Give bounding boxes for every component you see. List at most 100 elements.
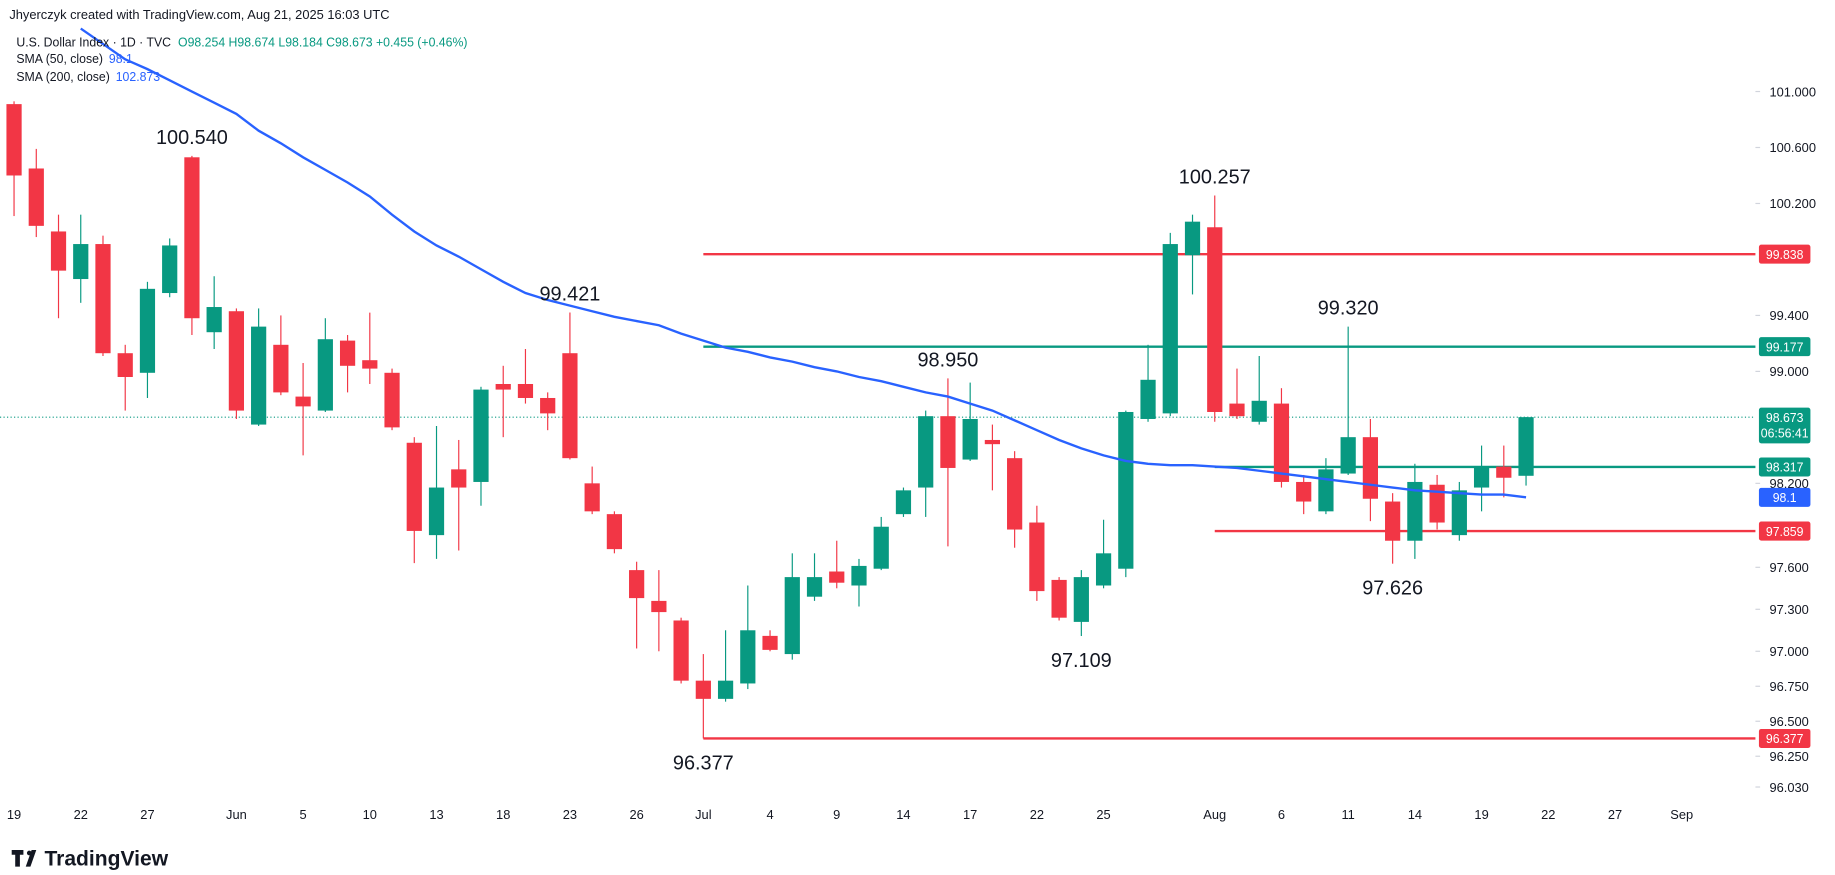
- x-tick-label: 22: [74, 807, 88, 822]
- candle-body: [28, 168, 44, 226]
- annotation: 98.950: [918, 349, 979, 371]
- candle-body: [517, 383, 534, 398]
- level-label-box: [1758, 457, 1811, 477]
- logo: TradingView: [11, 847, 169, 871]
- candle-body: [1318, 469, 1334, 512]
- x-tick-label: 14: [1408, 807, 1422, 822]
- y-tick-label: 101.000: [1769, 84, 1816, 99]
- candle-body: [162, 245, 178, 294]
- candle-body: [784, 577, 800, 655]
- candle-body: [584, 483, 600, 512]
- candle-body: [1273, 403, 1290, 482]
- x-tick-label: 22: [1541, 807, 1555, 822]
- candle-body: [1229, 403, 1245, 417]
- legend-name: SMA (200, close): [16, 70, 109, 84]
- x-tick-label: 26: [629, 807, 643, 822]
- candle-body: [317, 339, 333, 411]
- annotation: 100.540: [156, 127, 228, 149]
- ohlc: O98.254 H98.674 L98.184 C98.673 +0.455 (…: [178, 35, 467, 49]
- candle-body: [1473, 466, 1490, 488]
- candle-body: [95, 244, 111, 354]
- candle-body: [629, 570, 645, 599]
- candle-body: [740, 630, 756, 684]
- candle-body: [1251, 400, 1267, 422]
- legend-name: SMA (50, close): [16, 52, 103, 66]
- x-tick-label: 22: [1030, 807, 1044, 822]
- x-tick-label: 27: [140, 807, 154, 822]
- y-tick-label: 96.750: [1769, 679, 1808, 694]
- last-price-label-countdown: 06:56:41: [1761, 426, 1809, 440]
- annotation: 99.421: [540, 283, 601, 305]
- level-label: 98.317: [1766, 461, 1804, 475]
- level-label-box: [1758, 521, 1811, 541]
- candle-body: [1340, 437, 1356, 474]
- y-tick-label: 96.250: [1769, 749, 1808, 764]
- annotation: 96.377: [673, 752, 734, 774]
- candle-body: [139, 288, 156, 373]
- last-price-label: 98.673: [1766, 411, 1804, 425]
- candle-body: [50, 231, 67, 271]
- x-tick-label: 19: [7, 807, 21, 822]
- candle-body: [984, 439, 1001, 445]
- candle-body: [562, 353, 578, 459]
- level-label: 97.859: [1766, 525, 1804, 539]
- candle-body: [1184, 221, 1201, 256]
- annotation: 97.626: [1362, 577, 1423, 599]
- candle-body: [717, 680, 734, 699]
- level-label: 99.177: [1766, 340, 1804, 354]
- candle-body: [1385, 501, 1401, 541]
- candle-body: [117, 353, 133, 377]
- level-label-box: [1758, 244, 1811, 264]
- candle-body: [428, 487, 445, 536]
- candle-body: [73, 244, 89, 280]
- x-tick-label: 23: [563, 807, 577, 822]
- annotation: 100.257: [1179, 166, 1251, 188]
- x-tick-label: 25: [1096, 807, 1110, 822]
- candle-body: [206, 307, 222, 333]
- x-tick-label: 9: [833, 807, 840, 822]
- sma-label: 98.1: [1773, 491, 1797, 505]
- x-tick-label: 4: [766, 807, 773, 822]
- candle-body: [1362, 437, 1379, 499]
- level-label-box: [1758, 337, 1811, 357]
- y-tick-label: 97.000: [1769, 644, 1808, 659]
- candle-body: [295, 396, 311, 407]
- x-tick-label: Jun: [226, 807, 247, 822]
- candle-body: [1407, 481, 1423, 541]
- symbol: U.S. Dollar Index · 1D · TVC: [16, 35, 171, 49]
- x-tick-label: Jul: [695, 807, 712, 822]
- x-tick-label: 14: [896, 807, 910, 822]
- legend-value: 98.1: [109, 52, 133, 66]
- candle-body: [1140, 379, 1156, 419]
- candle-body: [540, 397, 556, 414]
- candle-body: [1518, 417, 1534, 476]
- y-tick-label: 96.500: [1769, 714, 1808, 729]
- x-tick-label: 6: [1278, 807, 1285, 822]
- level-label-box: [1758, 728, 1811, 748]
- legend-value: 102.873: [116, 70, 160, 84]
- candle-body: [695, 680, 711, 699]
- candle-body: [651, 600, 667, 613]
- x-tick-label: 10: [363, 807, 377, 822]
- candle-body: [6, 104, 22, 176]
- candle-body: [940, 416, 956, 468]
- x-tick-label: Sep: [1670, 807, 1693, 822]
- candle-body: [1207, 227, 1223, 412]
- candle-body: [806, 577, 823, 597]
- candle-body: [762, 635, 778, 650]
- y-tick-label: 97.300: [1769, 602, 1808, 617]
- x-tick-label: 27: [1608, 807, 1622, 822]
- candle-body: [184, 157, 200, 319]
- plot-area: 101.000100.600100.20099.40099.00098.2009…: [0, 27, 1816, 822]
- candle-body: [1073, 577, 1089, 622]
- brand: TradingView: [44, 847, 168, 870]
- candle-body: [873, 526, 889, 569]
- candle-body: [606, 514, 623, 550]
- candle-body: [851, 565, 867, 586]
- candle-body: [362, 360, 378, 369]
- candle-body: [1007, 458, 1023, 530]
- level-label: 96.377: [1766, 732, 1804, 746]
- candle-body: [1296, 481, 1312, 502]
